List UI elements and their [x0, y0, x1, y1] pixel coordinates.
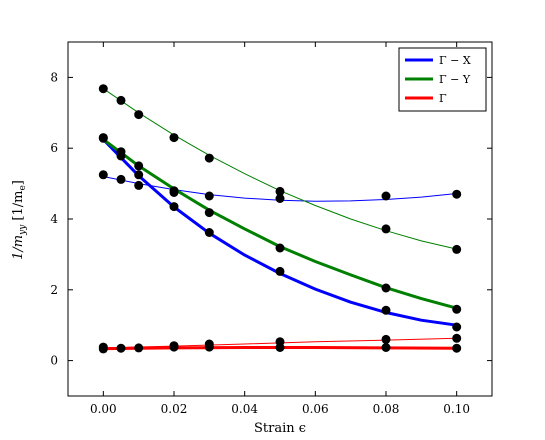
secondary-series-1-data-point	[381, 224, 391, 234]
plot-content	[98, 84, 462, 354]
secondary-series-1-data-point	[116, 95, 126, 105]
series-0-data-point	[134, 170, 144, 180]
series-2-data-point	[98, 344, 108, 354]
secondary-series-0-data-point	[275, 194, 285, 203]
secondary-series-2-data-point	[381, 334, 391, 344]
axis-ticks: 0.00 0.02 0.04 0.06 0.08 0.10 0 2 4 6 8	[50, 42, 492, 416]
secondary-series-1-data-point	[275, 186, 285, 196]
secondary-series-2-data-point	[452, 333, 462, 343]
legend: Γ − X Γ − Y Γ	[398, 47, 487, 112]
series-1-data-point	[169, 186, 179, 196]
series-1-data-point	[381, 283, 391, 293]
series-0-fit-line	[102, 138, 457, 327]
series-1-data-point	[116, 147, 126, 157]
series-2-data-point	[452, 343, 462, 353]
x-axis-label: Strain ϵ	[254, 421, 306, 436]
secondary-series-0-data-point	[116, 174, 126, 184]
x-tick-label: 0.00	[90, 402, 117, 416]
secondary-series-0-data-point	[134, 180, 144, 190]
series-2-data-point	[275, 343, 285, 352]
y-tick-label: 8	[50, 70, 58, 84]
legend-label-1: Γ − Y	[439, 73, 471, 86]
x-tick-label: 0.06	[302, 402, 329, 416]
series-0-data-point	[204, 228, 214, 237]
series-1-data-point	[98, 133, 108, 143]
secondary-series-0-data-point	[204, 191, 214, 201]
x-tick-label: 0.04	[231, 402, 258, 416]
series-1-data-point	[275, 243, 285, 253]
series-0-data-point	[169, 202, 179, 212]
y-tick-label: 2	[50, 283, 58, 297]
series-1-fit-line	[102, 138, 458, 310]
legend-label-2: Γ	[439, 92, 447, 105]
secondary-series-1-fit-line	[103, 88, 457, 250]
x-tick-label: 0.10	[443, 402, 470, 416]
series-0-data-point	[275, 266, 285, 276]
legend-label-0: Γ − X	[439, 54, 471, 67]
series-1-data-point	[134, 161, 144, 171]
series-2-data-point	[134, 343, 144, 353]
series-1-data-point	[452, 304, 462, 314]
series-1-data-point	[204, 208, 214, 218]
series-0-data-point	[381, 305, 391, 315]
secondary-series-1-data-point	[98, 84, 108, 94]
secondary-series-0-data-point	[452, 189, 462, 199]
secondary-series-1-data-point	[169, 133, 179, 143]
series-2-data-point	[169, 342, 179, 352]
y-tick-label: 6	[50, 141, 58, 155]
series-2-data-point	[116, 343, 126, 353]
series-0-data-point	[452, 322, 462, 332]
y-tick-label: 4	[50, 212, 58, 226]
series-2-data-point	[204, 342, 214, 352]
y-axis-label: 1/myy [1/me]	[11, 180, 28, 260]
series-2-data-point	[381, 343, 391, 352]
secondary-series-1-data-point	[204, 153, 214, 163]
secondary-series-0-data-point	[98, 170, 108, 180]
x-tick-label: 0.08	[373, 402, 400, 416]
secondary-series-1-data-point	[134, 110, 144, 120]
y-tick-label: 0	[50, 354, 58, 368]
x-tick-label: 0.02	[161, 402, 188, 416]
secondary-series-1-data-point	[452, 244, 462, 254]
secondary-series-0-data-point	[381, 191, 391, 201]
